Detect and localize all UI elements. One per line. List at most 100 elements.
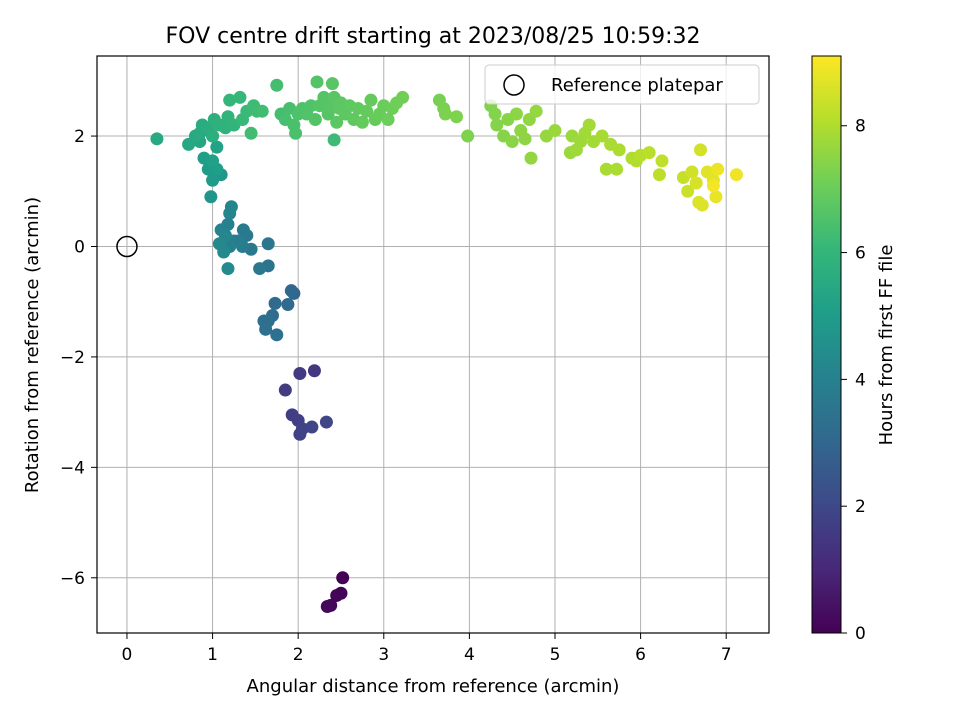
y-tick-label: 0 [74, 237, 85, 257]
data-point [293, 366, 307, 380]
data-point [204, 190, 218, 204]
data-point [336, 571, 350, 585]
y-axis-ticks: −6 −4 −2 0 2 [60, 127, 97, 589]
y-tick-label: 2 [74, 127, 85, 147]
data-point [681, 184, 695, 198]
x-axis-ticks: 0 1 2 3 4 5 6 7 [122, 633, 732, 665]
x-tick-label: 5 [550, 645, 561, 665]
data-point [505, 135, 519, 149]
data-point [461, 129, 475, 143]
data-point [396, 90, 410, 104]
data-point [360, 104, 374, 118]
x-tick-label: 0 [122, 645, 133, 665]
data-point [518, 132, 532, 146]
data-point [529, 104, 543, 118]
colorbar-tick-label: 2 [855, 497, 866, 517]
data-point [695, 198, 709, 212]
legend-entry-reference: Reference platepar [551, 75, 723, 96]
x-tick-label: 3 [378, 645, 389, 665]
x-tick-label: 2 [293, 645, 304, 665]
legend: Reference platepar [484, 64, 760, 105]
data-point [548, 124, 562, 138]
data-point [281, 297, 295, 311]
data-point [599, 162, 613, 176]
colorbar [811, 55, 842, 634]
data-point [325, 77, 339, 91]
reference-marker [116, 235, 138, 258]
data-point [711, 162, 725, 176]
data-point [490, 118, 504, 132]
data-point [221, 262, 235, 276]
data-point [364, 93, 378, 107]
plot-frame [96, 55, 770, 634]
data-point [488, 107, 502, 121]
data-point [210, 140, 224, 154]
data-point [307, 364, 321, 378]
data-point [729, 168, 743, 182]
data-point [706, 179, 720, 193]
data-point [259, 322, 273, 336]
colorbar-label: Hours from first FF file [876, 245, 897, 446]
x-axis-label: Angular distance from reference (arcmin) [247, 676, 620, 697]
x-tick-label: 4 [464, 645, 475, 665]
data-point [610, 162, 624, 176]
data-point [278, 383, 292, 397]
y-tick-label: −2 [60, 348, 85, 368]
data-point [320, 599, 334, 613]
x-tick-label: 6 [635, 645, 646, 665]
colorbar-tick-label: 4 [855, 370, 866, 390]
data-point [655, 154, 669, 168]
legend-marker [503, 74, 525, 96]
data-point [652, 168, 666, 182]
data-point [270, 78, 284, 92]
data-point [224, 200, 238, 214]
data-point [381, 112, 395, 126]
reference-point [116, 235, 138, 258]
data-point [642, 146, 656, 160]
colorbar-tick-label: 0 [855, 624, 866, 644]
data-point [450, 110, 464, 124]
data-point [305, 420, 319, 434]
chart-title: FOV centre drift starting at 2023/08/25 … [166, 24, 701, 49]
grid [97, 56, 769, 633]
data-point [310, 75, 324, 89]
y-tick-label: −4 [60, 458, 85, 478]
legend-box [484, 64, 760, 105]
data-point [330, 588, 344, 602]
data-point [355, 115, 369, 129]
data-point [289, 126, 303, 140]
data-point [330, 115, 344, 129]
data-point [685, 165, 699, 179]
data-point [150, 132, 164, 146]
y-axis-label: Rotation from reference (arcmin) [22, 197, 43, 493]
data-point [308, 112, 322, 126]
data-point [694, 143, 708, 157]
data-point [255, 104, 269, 118]
data-point [206, 154, 220, 168]
data-point [236, 223, 250, 237]
data-point [595, 129, 609, 143]
data-point [709, 190, 723, 204]
x-tick-label: 1 [207, 645, 218, 665]
data-points [150, 75, 743, 613]
data-point [284, 284, 298, 298]
data-point [233, 90, 247, 104]
data-point [261, 237, 275, 251]
colorbar-tick-label: 6 [855, 244, 866, 264]
data-point [206, 173, 220, 187]
data-point [270, 328, 284, 342]
data-point [244, 126, 258, 140]
data-point [217, 245, 231, 259]
data-point [612, 143, 626, 157]
data-point [319, 415, 333, 429]
colorbar-tick-label: 8 [855, 117, 866, 137]
data-point [223, 93, 237, 107]
x-tick-label: 7 [721, 645, 732, 665]
data-point [268, 296, 282, 310]
data-point [253, 262, 267, 276]
colorbar-ticks: 0 2 4 6 8 [841, 117, 866, 644]
data-point [524, 151, 538, 165]
data-point [509, 107, 523, 121]
